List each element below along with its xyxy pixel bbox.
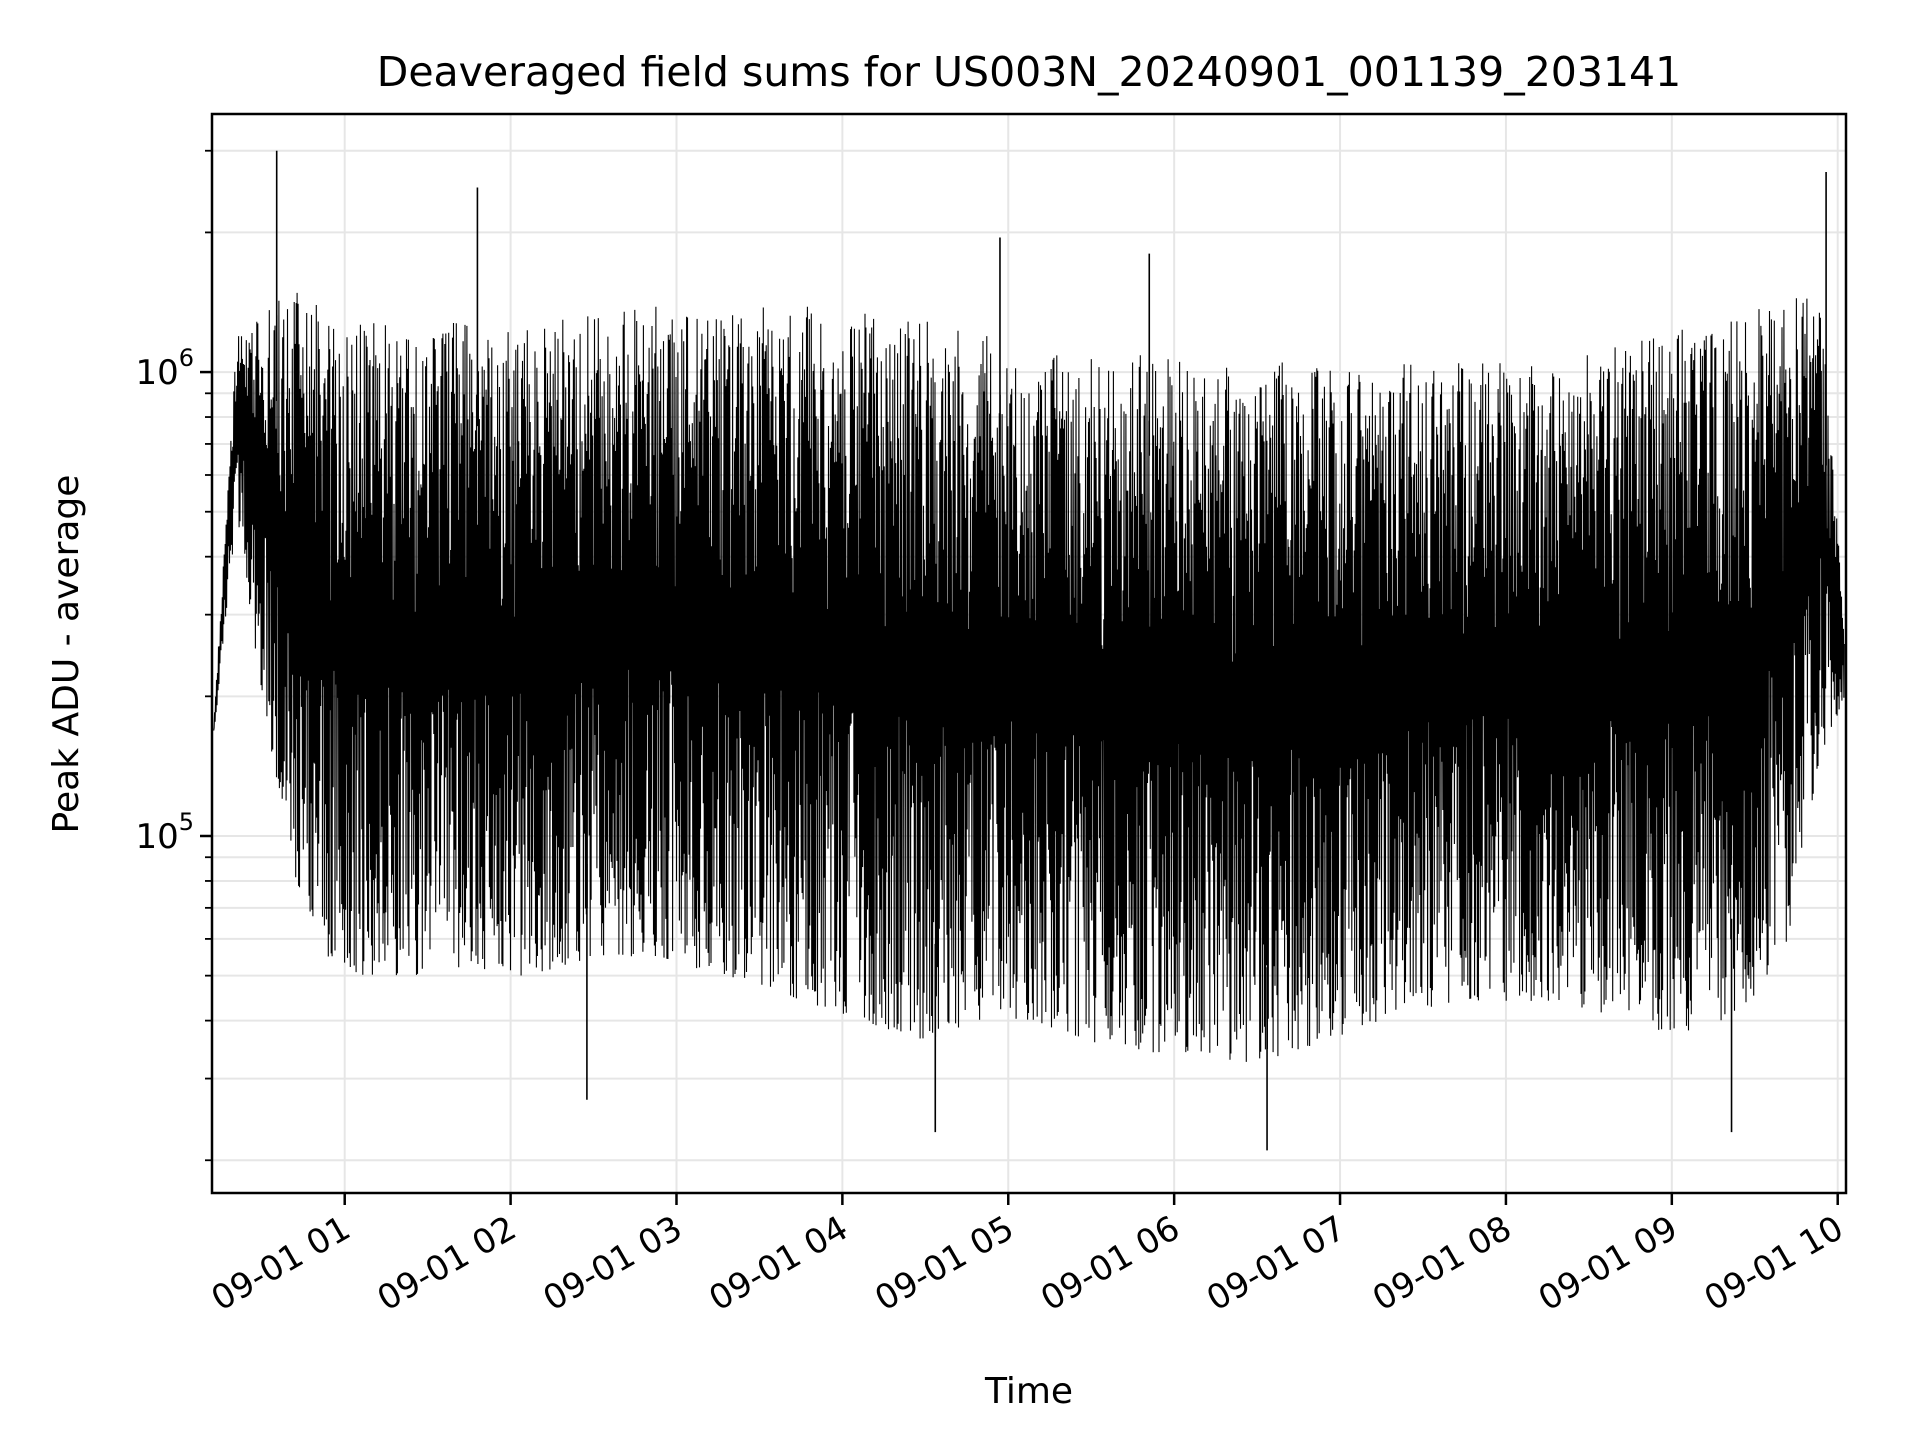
x-axis-label: Time bbox=[984, 1371, 1073, 1412]
plot-frame bbox=[210, 112, 1848, 1195]
series-line bbox=[213, 292, 1845, 1062]
series-line-group bbox=[213, 150, 1845, 1151]
y-axis-label: Peak ADU - average bbox=[46, 475, 87, 834]
chart-title: Deaveraged field sums for US003N_2024090… bbox=[377, 48, 1681, 96]
y-tick-label: 105 bbox=[135, 808, 194, 857]
y-tick-label: 106 bbox=[135, 344, 194, 393]
